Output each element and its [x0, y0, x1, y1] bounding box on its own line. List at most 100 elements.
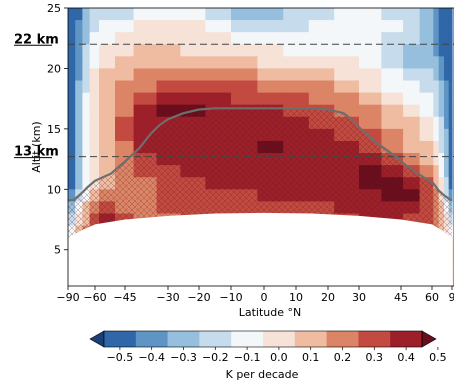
heatmap-cell	[89, 140, 100, 154]
heatmap-cell	[180, 32, 206, 45]
heatmap-cell	[419, 80, 434, 94]
heatmap-cell	[68, 8, 76, 21]
x-tick-label: 45	[394, 291, 408, 304]
heatmap-cell	[359, 80, 382, 94]
colorbar-segment	[263, 331, 296, 347]
heatmap-cell	[68, 68, 76, 82]
heatmap-cell	[403, 8, 421, 21]
heatmap-cell	[75, 56, 83, 70]
heatmap-cell	[115, 92, 135, 106]
heatmap-cell	[419, 92, 434, 106]
colorbar-segment	[199, 331, 232, 347]
heatmap-cell	[334, 8, 360, 21]
heatmap-cell	[89, 44, 100, 57]
colorbar-tick-label: 0.0	[270, 351, 288, 364]
heatmap-cell	[99, 80, 116, 94]
heatmap-cell	[444, 32, 450, 45]
heatmap-cell	[334, 20, 360, 33]
heatmap-cell	[419, 8, 434, 21]
heatmap-cell	[156, 8, 181, 21]
heatmap-cell	[448, 80, 453, 94]
heatmap-cell	[99, 68, 116, 82]
heatmap-cell	[257, 44, 284, 57]
heatmap-cell	[403, 128, 421, 142]
heatmap-cell	[283, 92, 310, 106]
heatmap-cell	[133, 80, 158, 94]
heatmap-cell	[89, 8, 100, 21]
heatmap-cell	[444, 104, 450, 118]
heatmap-cell	[82, 128, 91, 142]
colorbar-tick-label: −0.1	[234, 351, 261, 364]
heatmap-cell	[283, 68, 310, 82]
heatmap-cell	[82, 165, 91, 178]
heatmap-cell	[403, 32, 421, 45]
heatmap-cell	[68, 104, 76, 118]
heatmap-cell	[89, 153, 100, 166]
heatmap-cell	[156, 80, 181, 94]
heatmap-cell	[231, 32, 258, 45]
heatmap-cell	[75, 20, 83, 33]
heatmap-cell	[156, 56, 181, 70]
heatmap-cell	[133, 44, 158, 57]
heatmap-cell	[448, 165, 453, 178]
heatmap-cell	[75, 140, 83, 154]
heatmap-cell	[448, 177, 453, 190]
heatmap-cell	[205, 56, 232, 70]
heatmap-cell	[433, 68, 440, 82]
heatmap-cell	[89, 128, 100, 142]
y-tick-label: 20	[47, 62, 61, 75]
heatmap-cell	[257, 68, 284, 82]
heatmap-cell	[115, 20, 135, 33]
heatmap-cell	[75, 128, 83, 142]
heatmap-cell	[115, 116, 135, 130]
heatmap-cell	[82, 116, 91, 130]
heatmap-cell	[115, 128, 135, 142]
heatmap-cell	[75, 153, 83, 166]
heatmap-cell	[448, 32, 453, 45]
heatmap-cell	[205, 32, 232, 45]
heatmap-cell	[438, 128, 445, 142]
heatmap-cell	[75, 44, 83, 57]
colorbar-segment	[390, 331, 423, 347]
heatmap-cell	[115, 56, 135, 70]
heatmap-cell	[438, 140, 445, 154]
heatmap-cell	[68, 116, 76, 130]
heatmap-cell	[444, 189, 450, 202]
y-tick-label: 10	[47, 183, 61, 196]
colorbar-tick-label: 0.4	[397, 351, 415, 364]
heatmap-cell	[381, 8, 404, 21]
heatmap-cell	[75, 116, 83, 130]
heatmap-cell	[99, 92, 116, 106]
heatmap-cell	[68, 44, 76, 57]
colorbar-segment	[231, 331, 264, 347]
heatmap-cell	[99, 153, 116, 166]
heatmap-cell	[156, 68, 181, 82]
heatmap-cell	[438, 104, 445, 118]
heatmap-cell	[283, 80, 310, 94]
x-tick-label: −45	[113, 291, 136, 304]
heatmap-cell	[444, 56, 450, 70]
heatmap-cell	[283, 56, 310, 70]
x-tick-label: −20	[187, 291, 210, 304]
heatmap-cell	[419, 32, 434, 45]
heatmap-cell	[381, 56, 404, 70]
heatmap-cell	[444, 44, 450, 57]
heatmap-cell	[156, 32, 181, 45]
heatmap-cell	[419, 128, 434, 142]
heatmap-cell	[231, 80, 258, 94]
heatmap-cell	[334, 80, 360, 94]
heatmap-cell	[99, 140, 116, 154]
reference-lines: 22 km 13 km	[14, 32, 454, 160]
heatmap-cell	[359, 44, 382, 57]
heatmap-cell	[403, 80, 421, 94]
heatmap-cell	[257, 20, 284, 33]
heatmap-cell	[334, 44, 360, 57]
heatmap-cell	[133, 20, 158, 33]
heatmap-cell	[283, 32, 310, 45]
heatmap-cell	[180, 80, 206, 94]
heatmap-cell	[444, 8, 450, 21]
heatmap-cell	[68, 80, 76, 94]
heatmap-cell	[403, 92, 421, 106]
heatmap-cell	[205, 8, 232, 21]
heatmap-cell	[334, 68, 360, 82]
